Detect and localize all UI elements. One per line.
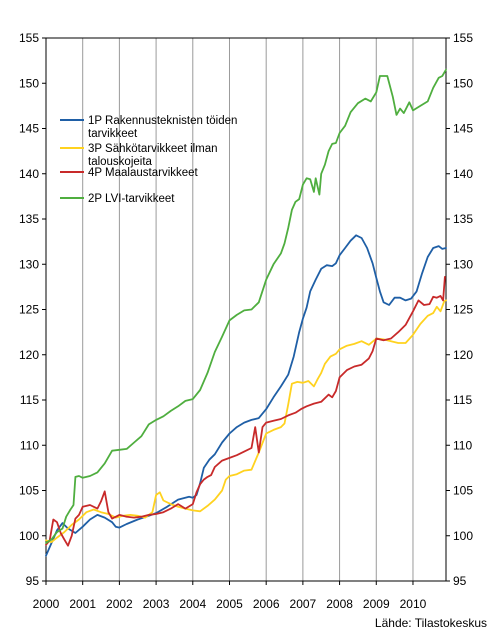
legend-label-2: talouskojeita bbox=[88, 156, 153, 168]
source-note: Lähde: Tilastokeskus bbox=[375, 616, 487, 630]
y-tick-label-right: 130 bbox=[453, 257, 473, 271]
series-lines bbox=[45, 68, 447, 557]
series-line-4 bbox=[45, 68, 447, 544]
y-tick-label-right: 120 bbox=[453, 348, 473, 362]
y-tick-label-right: 125 bbox=[453, 303, 473, 317]
x-axis: 2000 2001 2002 2003 2004 2005 2006 2007 2008 2009… bbox=[33, 581, 427, 611]
x-tick-label-2007: 2007 bbox=[290, 597, 317, 611]
y-tick-label-right: 155 bbox=[453, 31, 473, 45]
y-tick-label-left: 155 bbox=[19, 31, 39, 45]
legend-label-4: 2P LVI-tarvikkeet bbox=[88, 193, 175, 205]
y-tick-label-left: 115 bbox=[20, 393, 39, 407]
y-tick-label-left: 120 bbox=[19, 348, 39, 362]
y-tick-label-left: 110 bbox=[20, 438, 39, 452]
y-tick-label-left: 125 bbox=[19, 303, 39, 317]
y-tick-label-left: 140 bbox=[19, 167, 39, 181]
y-axis-left: 95 100 105 110 115 120 125 130 135 140 145 150 155 bbox=[19, 31, 46, 588]
series-line-1 bbox=[45, 234, 447, 557]
y-tick-label-left: 130 bbox=[19, 257, 39, 271]
x-tick-label-2009: 2009 bbox=[363, 597, 390, 611]
y-tick-label-left: 135 bbox=[19, 212, 39, 226]
y-tick-label-left: 100 bbox=[19, 529, 39, 543]
legend-label-2: 3P Sähkötarvikkeet ilman bbox=[88, 143, 218, 155]
x-tick-label-2006: 2006 bbox=[253, 597, 280, 611]
y-tick-label-right: 115 bbox=[453, 393, 472, 407]
y-tick-label-left: 95 bbox=[26, 574, 40, 588]
y-tick-label-right: 145 bbox=[453, 122, 473, 136]
x-tick-label-2002: 2002 bbox=[106, 597, 133, 611]
x-tick-label-2010: 2010 bbox=[400, 597, 427, 611]
x-tick-label-2004: 2004 bbox=[179, 597, 206, 611]
y-tick-label-left: 145 bbox=[19, 122, 39, 136]
y-tick-label-right: 135 bbox=[453, 212, 473, 226]
y-tick-label-right: 110 bbox=[453, 438, 472, 452]
legend-label-1: 1P Rakennusteknisten töiden bbox=[88, 115, 237, 127]
y-axis-right: 95 100 105 110 115 120 125 130 135 140 145 150 155 bbox=[446, 31, 473, 588]
y-tick-label-right: 150 bbox=[453, 76, 473, 90]
y-tick-label-right: 140 bbox=[453, 167, 473, 181]
y-tick-label-left: 105 bbox=[19, 484, 39, 498]
y-tick-label-right: 105 bbox=[453, 484, 473, 498]
x-tick-label-2008: 2008 bbox=[326, 597, 353, 611]
y-tick-label-right: 100 bbox=[453, 529, 473, 543]
x-tick-label-2000: 2000 bbox=[33, 597, 60, 611]
x-tick-label-2001: 2001 bbox=[69, 597, 96, 611]
legend-label-1: tarvikkeet bbox=[88, 128, 138, 140]
vertical-gridlines bbox=[45, 38, 414, 581]
legend-label-3: 4P Maalaustarvikkeet bbox=[88, 167, 199, 179]
series-line-3 bbox=[45, 276, 446, 547]
x-tick-label-2005: 2005 bbox=[216, 597, 243, 611]
y-tick-label-left: 150 bbox=[19, 76, 39, 90]
x-tick-label-2003: 2003 bbox=[143, 597, 170, 611]
y-tick-label-right: 95 bbox=[453, 574, 467, 588]
